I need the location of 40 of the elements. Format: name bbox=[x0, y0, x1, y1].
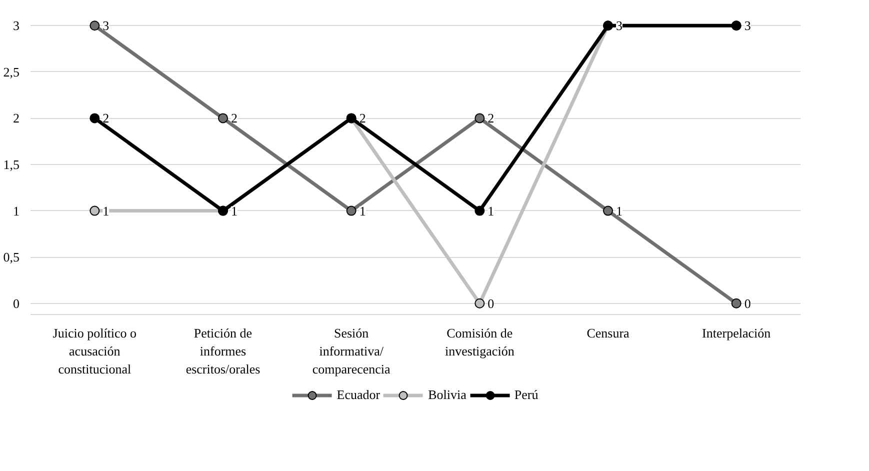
legend-label: Ecuador bbox=[336, 387, 380, 403]
data-label: 1 bbox=[359, 203, 366, 218]
data-label: 2 bbox=[488, 110, 494, 126]
y-tick-label: 3 bbox=[13, 18, 20, 34]
legend-label: Perú bbox=[514, 387, 538, 403]
point bbox=[603, 206, 613, 216]
data-label: 1 bbox=[102, 203, 110, 218]
data-label: 2 bbox=[359, 110, 366, 126]
legend-label: Bolivia bbox=[428, 387, 466, 403]
x-tick-label: Interpelación bbox=[702, 326, 772, 340]
data-label: 3 bbox=[102, 18, 110, 34]
point bbox=[474, 206, 485, 216]
x-tick-label: Sesión informativa/ comparecencia bbox=[312, 326, 391, 376]
data-label: 2 bbox=[231, 110, 238, 126]
y-tick-label: 0,5 bbox=[3, 250, 20, 265]
y-tick-label: 2 bbox=[13, 110, 20, 126]
y-tick-label: 2,5 bbox=[3, 64, 20, 80]
point bbox=[90, 206, 100, 216]
point bbox=[90, 113, 100, 124]
point bbox=[346, 206, 356, 216]
point bbox=[218, 113, 228, 124]
x-tick-label: Petición de informes escritos/orales bbox=[186, 326, 260, 376]
data-label: 0 bbox=[744, 296, 751, 311]
data-label: 2 bbox=[102, 110, 110, 126]
data-label: 0 bbox=[488, 296, 494, 311]
data-label: 1 bbox=[231, 203, 238, 218]
data-label: 3 bbox=[744, 18, 751, 34]
point bbox=[474, 113, 485, 124]
point bbox=[474, 298, 485, 308]
y-tick-label: 1 bbox=[13, 203, 20, 218]
x-tick-label: Comisión de investigación bbox=[445, 326, 515, 358]
x-tick-label: Juicio político o acusación constitucional bbox=[52, 326, 137, 376]
x-tick-label: Censura bbox=[586, 326, 630, 340]
point bbox=[90, 20, 100, 31]
y-tick-label: 0 bbox=[13, 296, 20, 311]
data-label: 3 bbox=[616, 18, 622, 34]
data-label: 1 bbox=[488, 203, 494, 218]
point bbox=[731, 298, 742, 308]
data-label: 1 bbox=[616, 203, 622, 218]
y-tick-label: 1,5 bbox=[3, 157, 20, 172]
